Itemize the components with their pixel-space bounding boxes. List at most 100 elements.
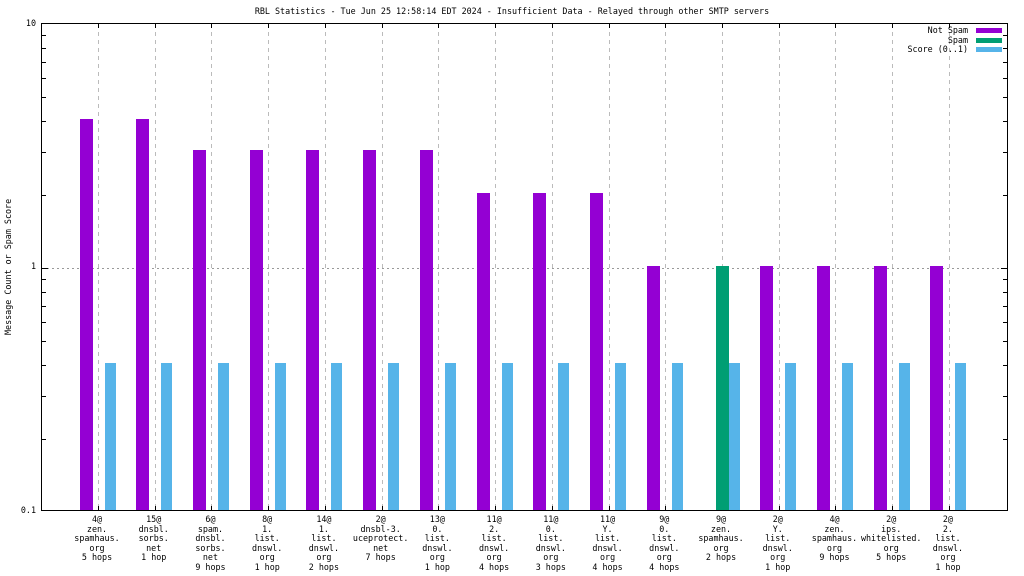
chart-title: RBL Statistics - Tue Jun 25 12:58:14 EDT… <box>254 6 770 16</box>
y-minor-tick <box>42 47 46 49</box>
x-category-label: 9@ 0. list. dnswl. org 4 hops <box>649 514 680 572</box>
y-minor-tick <box>1003 438 1007 440</box>
y-minor-tick <box>1003 291 1007 293</box>
x-category-label: 11@ 0. list. dnswl. org 3 hops <box>535 514 566 572</box>
legend-item-spam: Spam <box>907 34 1002 46</box>
score-bar <box>388 363 400 510</box>
not-spam-bar <box>419 149 433 510</box>
x-category-label: 14@ 1. list. dnswl. org 2 hops <box>308 514 340 572</box>
x-tick-top <box>722 24 724 28</box>
x-tick-top <box>211 24 213 28</box>
x-category-label: 8@ 1. list. dnswl. org 1 hop <box>252 514 283 572</box>
x-tick-bottom <box>324 506 326 510</box>
not-spam-bar <box>192 149 206 510</box>
x-tick-top <box>98 24 99 28</box>
x-gridline <box>608 24 610 510</box>
x-category-label: 4@ zen. spamhaus. org 5 hops <box>74 514 120 563</box>
x-tick-top <box>495 24 497 28</box>
x-tick-top <box>665 24 667 28</box>
score-bar <box>501 363 513 510</box>
score-bar <box>671 363 683 510</box>
not-spam-bar <box>760 266 774 510</box>
x-gridline <box>98 24 99 510</box>
x-gridline <box>835 24 837 510</box>
score-bar <box>841 363 853 510</box>
legend-swatch-not-spam-icon <box>976 28 1002 34</box>
x-tick-top <box>381 24 383 28</box>
score-bar <box>331 363 343 510</box>
y-minor-tick <box>42 395 46 397</box>
x-tick-top <box>892 24 894 28</box>
x-tick-bottom <box>778 506 780 510</box>
not-spam-bar <box>476 192 490 510</box>
gridline-y1 <box>42 268 1007 269</box>
score-bar <box>161 363 173 510</box>
x-category-label: 13@ 0. list. dnswl. org 1 hop <box>422 514 453 572</box>
x-tick-bottom <box>551 506 553 510</box>
x-tick-bottom <box>608 506 610 510</box>
x-tick-top <box>778 24 780 28</box>
not-spam-bar <box>363 149 377 510</box>
x-category-label: 2@ Y. list. dnswl. org 1 hop <box>762 514 793 572</box>
score-bar <box>104 363 116 510</box>
x-category-label: 15@ dnsbl. sorbs. net 1 hop <box>138 514 169 563</box>
x-tick-bottom <box>495 506 497 510</box>
x-gridline <box>268 24 270 510</box>
x-tick-top <box>835 24 837 28</box>
x-tick-bottom <box>211 506 213 510</box>
x-gridline <box>438 24 440 510</box>
score-bar <box>217 363 229 510</box>
not-spam-bar <box>873 266 887 510</box>
y-minor-tick <box>1003 322 1007 324</box>
y-minor-tick <box>1003 97 1007 99</box>
y-major-tick <box>1001 268 1007 269</box>
y-minor-tick <box>1003 194 1007 196</box>
y-minor-tick <box>1003 365 1007 367</box>
y-minor-tick <box>1003 341 1007 343</box>
y-minor-tick <box>42 279 46 281</box>
y-tick-label-10: 10 <box>25 18 36 28</box>
y-minor-tick <box>42 151 46 153</box>
y-tick-label-0.1: 0.1 <box>20 505 36 515</box>
y-minor-tick <box>1003 395 1007 397</box>
x-gridline <box>551 24 553 510</box>
x-category-label: 9@ zen. spamhaus. org 2 hops <box>698 514 744 563</box>
y-minor-tick <box>1003 121 1007 123</box>
x-category-label: 2@ ips. whitelisted. org 5 hops <box>860 514 922 563</box>
x-category-label: 4@ zen. spamhaus. org 9 hops <box>811 514 858 563</box>
legend-swatch-spam-icon <box>976 37 1002 43</box>
x-gridline <box>778 24 780 510</box>
x-tick-bottom <box>665 506 667 510</box>
x-category-label: 11@ Y. list. dnswl. org 4 hops <box>592 514 623 572</box>
y-minor-tick <box>1003 47 1007 49</box>
x-tick-bottom <box>98 506 99 510</box>
x-tick-top <box>154 24 156 28</box>
y-minor-tick <box>42 322 46 324</box>
x-tick-top <box>948 24 950 28</box>
y-minor-tick <box>1003 305 1007 307</box>
x-category-label: 6@ spam. dnsbl. sorbs. net 9 hops <box>195 514 226 572</box>
x-gridline <box>211 24 213 510</box>
not-spam-bar <box>590 192 604 510</box>
x-tick-bottom <box>835 506 837 510</box>
y-minor-tick <box>42 365 46 367</box>
y-minor-tick <box>42 78 46 80</box>
legend-label-score: Score (0..1) <box>907 44 968 55</box>
x-tick-bottom <box>438 506 440 510</box>
x-category-label: 11@ 2. list. dnswl. org 4 hops <box>478 514 510 572</box>
y-minor-tick <box>42 305 46 307</box>
x-category-label: 2@ 2. list. dnswl. org 1 hop <box>932 514 964 572</box>
y-minor-tick <box>42 438 46 440</box>
y-minor-tick <box>1003 35 1007 37</box>
score-bar <box>444 363 456 510</box>
not-spam-bar <box>930 266 944 510</box>
y-minor-tick <box>42 341 46 343</box>
spam-bar <box>715 266 729 510</box>
not-spam-bar <box>646 266 660 510</box>
legend-swatch-score-icon <box>976 47 1002 53</box>
x-gridline <box>324 24 326 510</box>
score-bar <box>785 363 797 510</box>
y-minor-tick <box>1003 279 1007 281</box>
legend-label-spam: Spam <box>947 34 968 45</box>
